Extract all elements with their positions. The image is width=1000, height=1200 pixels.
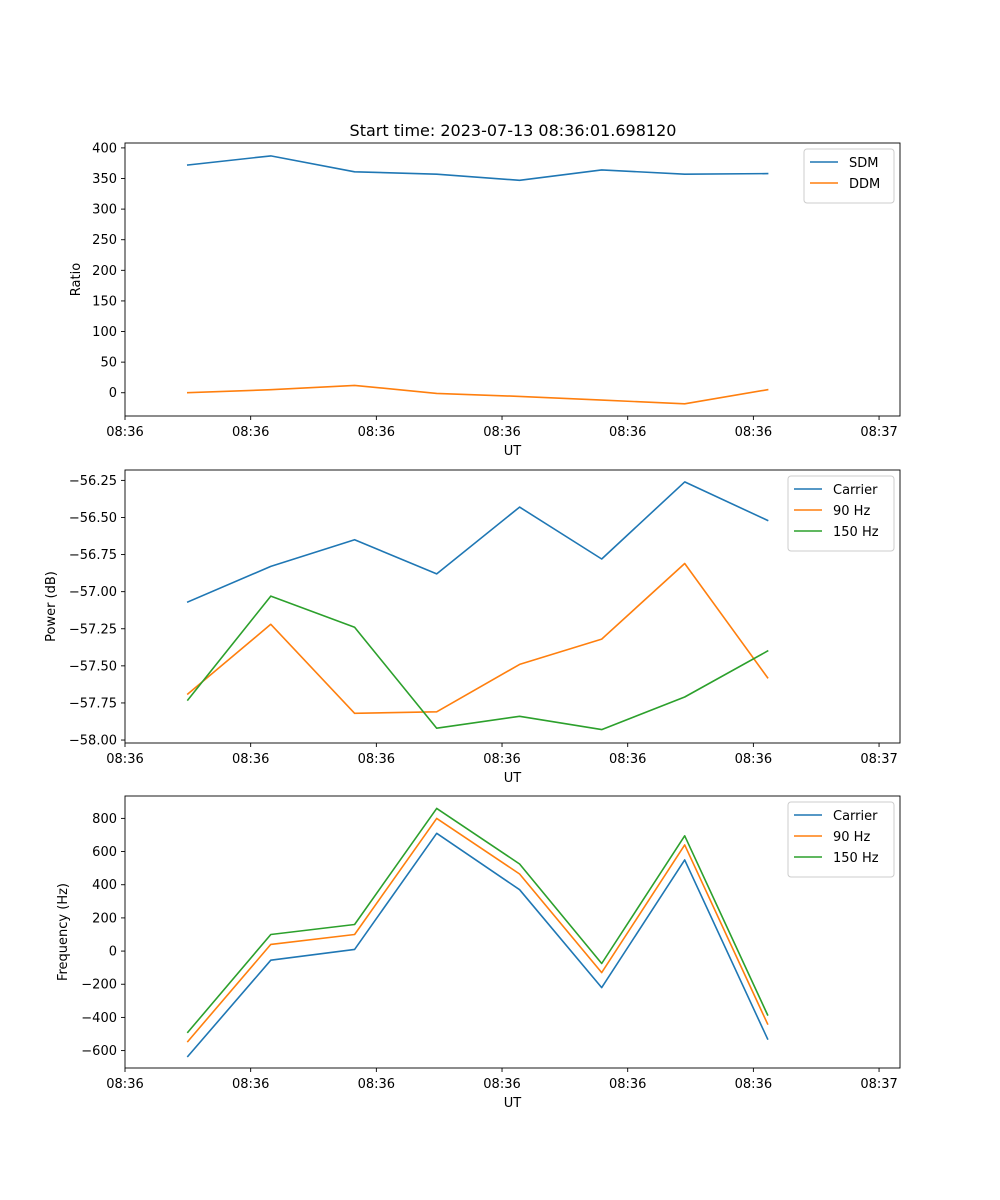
axes-frame (124, 469, 901, 744)
chart-title: Start time: 2023-07-13 08:36:01.698120 (350, 121, 677, 140)
legend-entry: 150 Hz (833, 851, 879, 866)
x-tick-label: 08:37 (860, 425, 897, 440)
x-tick-label: 08:36 (483, 752, 520, 767)
series-line-carrier (186, 832, 769, 1058)
series-line-150-hz (186, 595, 769, 731)
x-tick-label: 08:36 (735, 425, 772, 440)
y-tick-label: −56.50 (69, 511, 117, 526)
x-tick-label: 08:36 (358, 752, 395, 767)
x-tick-label: 08:36 (735, 752, 772, 767)
x-tick-label: 08:36 (232, 425, 269, 440)
y-tick-label: −200 (81, 978, 117, 993)
x-tick-label: 08:36 (609, 1077, 646, 1092)
y-tick-label: 150 (92, 294, 117, 309)
series-line-150-hz (186, 807, 769, 1034)
x-axis-label: UT (504, 771, 522, 786)
series-line-carrier (186, 481, 769, 604)
panels: 08:36 08:36 08:36 08:36 08:36 08:36 08:37 0 50 10… (44, 141, 901, 1111)
x-tick-label: 08:36 (358, 425, 395, 440)
x-tick-label: 08:36 (106, 425, 143, 440)
y-tick-label: 200 (92, 911, 117, 926)
y-tick-label: −57.00 (69, 585, 117, 600)
legend-box (787, 475, 895, 552)
y-tick-label: −600 (81, 1044, 117, 1059)
y-tick-label: 250 (92, 233, 117, 248)
x-tick-label: 08:36 (483, 425, 520, 440)
y-tick-label: −56.75 (69, 548, 117, 563)
x-tick-label: 08:36 (483, 1077, 520, 1092)
y-tick-label: 400 (92, 141, 117, 156)
y-tick-label: 300 (92, 203, 117, 218)
legend-entry: DDM (849, 177, 880, 192)
y-axis-label: Power (dB) (44, 571, 59, 642)
x-tick-label: 08:36 (735, 1077, 772, 1092)
panel-3: 08:36 08:36 08:36 08:36 08:36 08:36 08:37 −600 −… (56, 795, 901, 1111)
x-tick-label: 08:36 (106, 752, 143, 767)
legend-entry: 90 Hz (833, 830, 870, 845)
y-axis-label: Frequency (Hz) (56, 883, 71, 981)
y-tick-label: −57.25 (69, 622, 117, 637)
panel-1: 08:36 08:36 08:36 08:36 08:36 08:36 08:37 0 50 10… (69, 141, 901, 459)
y-tick-label: 400 (92, 878, 117, 893)
legend: Carrier 90 Hz 150 Hz (787, 801, 895, 878)
y-tick-label: −56.25 (69, 474, 117, 489)
y-tick-label: −58.00 (69, 734, 117, 749)
x-tick-label: 08:37 (860, 752, 897, 767)
series-line-sdm (186, 155, 769, 182)
legend-entry: Carrier (833, 483, 878, 498)
axes-frame (124, 795, 901, 1069)
y-tick-label: 50 (100, 356, 117, 371)
y-tick-label: −57.50 (69, 659, 117, 674)
legend-entry: 90 Hz (833, 504, 870, 519)
series-line-90-hz (186, 562, 769, 715)
legend-entry: 150 Hz (833, 525, 879, 540)
x-axis-label: UT (504, 444, 522, 459)
y-tick-label: −57.75 (69, 696, 117, 711)
x-tick-label: 08:37 (860, 1077, 897, 1092)
x-tick-label: 08:36 (609, 425, 646, 440)
series-line-90-hz (186, 817, 769, 1043)
x-tick-label: 08:36 (358, 1077, 395, 1092)
legend: SDM DDM (803, 148, 895, 204)
x-axis-label: UT (504, 1096, 522, 1111)
y-tick-label: 0 (109, 386, 117, 401)
legend: Carrier 90 Hz 150 Hz (787, 475, 895, 552)
y-tick-label: 800 (92, 812, 117, 827)
y-axis-label: Ratio (69, 263, 84, 296)
y-tick-label: 200 (92, 264, 117, 279)
x-tick-label: 08:36 (232, 1077, 269, 1092)
y-tick-label: 100 (92, 325, 117, 340)
y-tick-label: 350 (92, 172, 117, 187)
series-line-ddm (186, 384, 769, 405)
legend-entry: Carrier (833, 809, 878, 824)
axes-frame (124, 142, 901, 417)
legend-entry: SDM (849, 156, 878, 171)
legend-box (787, 801, 895, 878)
x-tick-label: 08:36 (106, 1077, 143, 1092)
y-tick-label: −400 (81, 1011, 117, 1026)
x-tick-label: 08:36 (232, 752, 269, 767)
panel-2: 08:36 08:36 08:36 08:36 08:36 08:36 08:37 −58.0… (44, 469, 901, 786)
x-tick-label: 08:36 (609, 752, 646, 767)
y-tick-label: 600 (92, 845, 117, 860)
y-tick-label: 0 (109, 945, 117, 960)
